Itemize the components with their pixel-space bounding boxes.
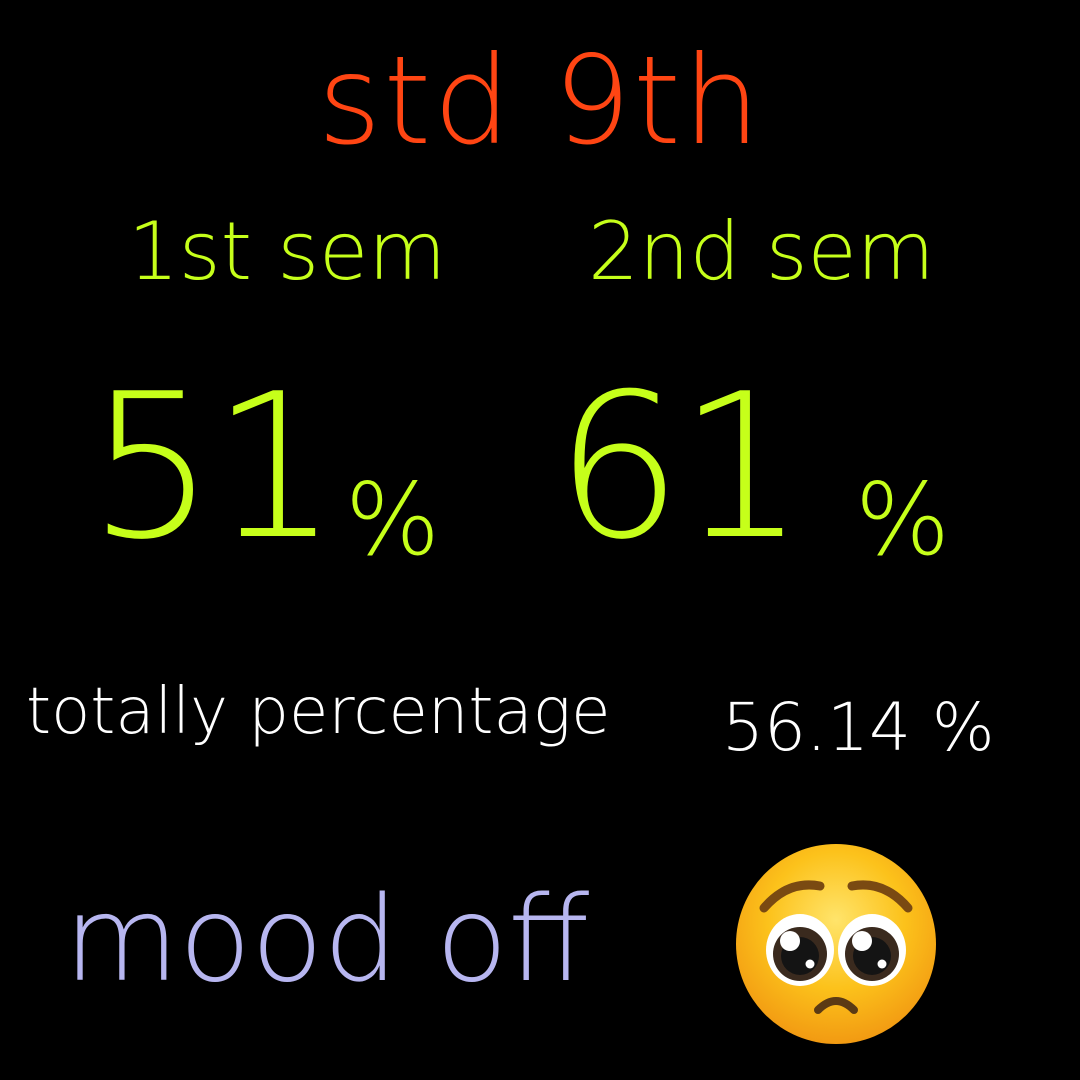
mood-text: mood off [64,870,590,1008]
first-semester-percent-sign: % [345,461,441,578]
second-semester-percent-sign: % [855,461,951,578]
second-semester-label: 2nd sem [588,205,935,298]
first-semester-label: 1st sem [128,205,447,298]
page-title: std 9th [317,30,763,172]
second-semester-percentage: 61 [555,351,805,584]
pleading-face-icon [736,844,936,1044]
total-percentage-label: totally percentage [26,675,611,749]
total-percentage-value: 56.14 % [722,689,995,766]
first-semester-percentage: 51 [88,351,338,584]
